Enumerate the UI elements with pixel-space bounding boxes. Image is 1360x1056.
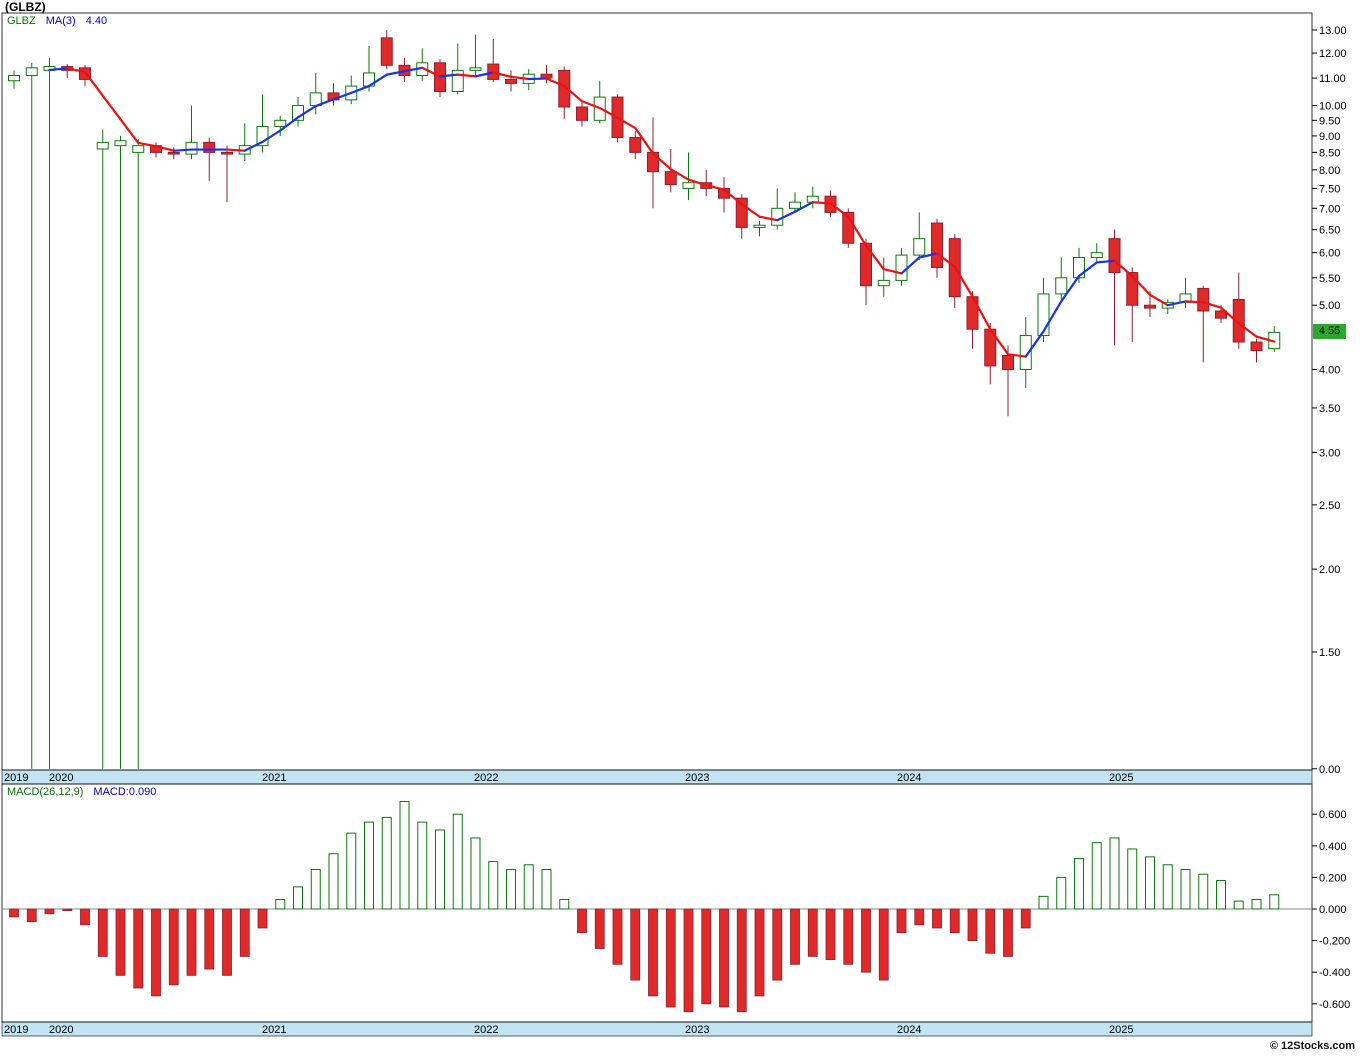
svg-text:0.400: 0.400 <box>1319 841 1347 853</box>
svg-text:13.00: 13.00 <box>1319 25 1347 37</box>
svg-text:2021: 2021 <box>262 772 286 784</box>
svg-text:2019: 2019 <box>4 1024 28 1036</box>
legend-ma-value: 4.40 <box>85 15 108 27</box>
svg-text:2020: 2020 <box>49 772 73 784</box>
svg-text:6.00: 6.00 <box>1319 248 1340 260</box>
watermark: © 12Stocks.com <box>1269 1040 1355 1052</box>
svg-text:-0.200: -0.200 <box>1319 936 1350 948</box>
svg-text:10.00: 10.00 <box>1319 101 1347 113</box>
macd-legend-label: MACD(26,12,9) <box>7 786 84 798</box>
svg-text:2.50: 2.50 <box>1319 500 1340 512</box>
svg-text:2.00: 2.00 <box>1319 564 1340 576</box>
svg-text:9.00: 9.00 <box>1319 131 1340 143</box>
legend-ma-label: MA(3) <box>45 15 76 27</box>
price-badge: 4.55 <box>1313 324 1346 340</box>
svg-text:4.00: 4.00 <box>1319 364 1340 376</box>
svg-text:3.50: 3.50 <box>1319 403 1340 415</box>
svg-text:0.00: 0.00 <box>1319 764 1340 776</box>
svg-text:11.00: 11.00 <box>1319 73 1346 85</box>
price-legend: GLBZ MA(3) 4.40 <box>7 15 117 27</box>
svg-text:8.50: 8.50 <box>1319 147 1340 159</box>
svg-text:0.200: 0.200 <box>1319 872 1347 884</box>
macd-legend-value: MACD:0.090 <box>93 786 157 798</box>
svg-text:9.50: 9.50 <box>1319 115 1340 127</box>
svg-text:5.00: 5.00 <box>1319 300 1340 312</box>
svg-text:2023: 2023 <box>685 772 709 784</box>
svg-text:-0.600: -0.600 <box>1319 999 1350 1011</box>
svg-text:-0.400: -0.400 <box>1319 967 1350 979</box>
svg-text:6.50: 6.50 <box>1319 225 1340 237</box>
svg-text:2024: 2024 <box>897 772 921 784</box>
svg-text:8.00: 8.00 <box>1319 165 1340 177</box>
svg-text:2019: 2019 <box>4 772 28 784</box>
svg-text:2025: 2025 <box>1109 1024 1133 1036</box>
svg-text:7.50: 7.50 <box>1319 183 1340 195</box>
svg-text:2022: 2022 <box>474 1024 498 1036</box>
legend-symbol: GLBZ <box>7 15 36 27</box>
svg-text:2025: 2025 <box>1109 772 1133 784</box>
svg-text:3.00: 3.00 <box>1319 447 1340 459</box>
svg-text:2020: 2020 <box>49 1024 73 1036</box>
macd-legend: MACD(26,12,9) MACD:0.090 <box>7 786 166 798</box>
svg-text:2021: 2021 <box>262 1024 286 1036</box>
svg-text:0.600: 0.600 <box>1319 809 1347 821</box>
svg-text:1.50: 1.50 <box>1319 647 1340 659</box>
svg-text:0.000: 0.000 <box>1319 904 1347 916</box>
chart-title: (GLBZ) <box>5 0 46 14</box>
svg-text:5.50: 5.50 <box>1319 273 1340 285</box>
svg-text:2024: 2024 <box>897 1024 921 1036</box>
svg-text:7.00: 7.00 <box>1319 203 1340 215</box>
svg-text:2022: 2022 <box>474 772 498 784</box>
svg-text:12.00: 12.00 <box>1319 48 1347 60</box>
svg-text:2023: 2023 <box>685 1024 709 1036</box>
